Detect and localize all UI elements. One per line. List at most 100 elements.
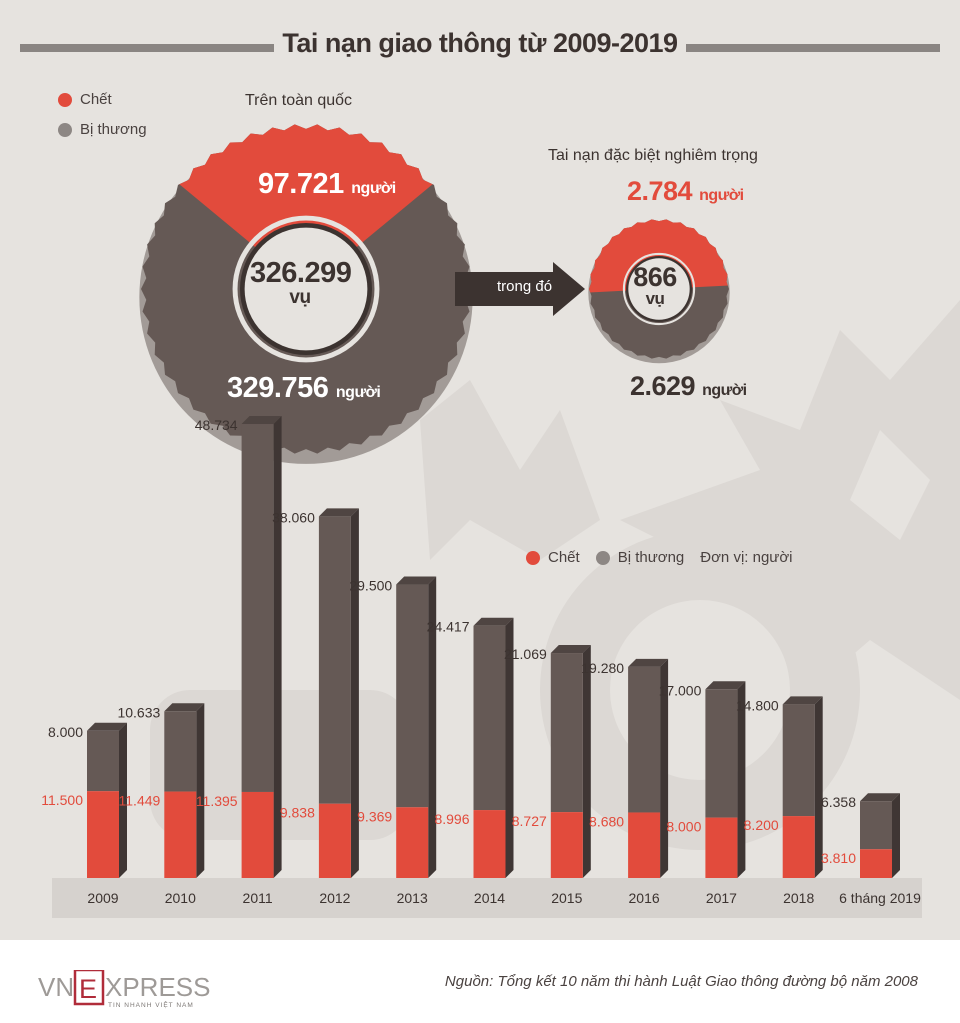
bar-side-face: [582, 645, 591, 878]
legend-dead-label: Chết: [80, 91, 112, 108]
label-dead: 11.449: [119, 793, 161, 809]
serious-wheel: [588, 219, 730, 364]
bar-dead: [782, 816, 815, 878]
bar-dead: [396, 807, 429, 878]
bar-top-face: [318, 508, 359, 517]
wheel-hub: [244, 227, 368, 351]
national-injured: 329.756 người: [227, 372, 381, 404]
label-dead: 8.727: [512, 813, 547, 829]
national-wheel: [139, 124, 473, 464]
label-dead: 11.395: [196, 793, 238, 809]
bar-injured: [473, 625, 506, 811]
wheel-hub-ring: [232, 215, 380, 363]
national-label: Trên toàn quốc: [245, 92, 353, 109]
label-dead: 9.838: [280, 805, 315, 821]
injured-dot-icon: [58, 122, 72, 137]
arrow-shape: [455, 262, 585, 316]
wheel-hub-ring: [622, 252, 696, 326]
bar-injured: [164, 711, 197, 792]
bar-dead: [628, 812, 661, 878]
label-injured: 38.060: [272, 509, 315, 525]
label-dead: 8.200: [744, 817, 779, 833]
bar-injured: [860, 801, 892, 850]
bar-injured: [241, 424, 274, 792]
logo-e: E: [79, 974, 97, 1004]
wheel-hub: [628, 258, 690, 320]
bar-injured: [318, 516, 351, 804]
wheels-graphic: [139, 124, 730, 464]
bar-dead: [164, 791, 197, 878]
label-dead: 3.810: [821, 850, 856, 866]
bar-dead: [550, 812, 583, 878]
logo-e-frame: [73, 968, 105, 1006]
label-injured: 48.734: [195, 417, 238, 433]
bar-top-face: [860, 793, 900, 802]
category-label: 2009: [87, 890, 118, 906]
bar-side-face: [350, 508, 359, 878]
category-label: 2010: [165, 890, 196, 906]
category-label: 2011: [243, 890, 273, 906]
bar-top-face: [628, 658, 669, 667]
bar-top-face: [241, 416, 282, 425]
chart-baseline-band: [52, 878, 922, 918]
logo-tagline: TIN NHANH VIỆT NAM: [108, 1000, 194, 1009]
footer: [0, 940, 960, 1023]
category-label: 6 tháng 2019: [839, 890, 921, 906]
chart-legend-dead: Chết: [548, 549, 580, 566]
bar-side-face: [273, 416, 282, 878]
bar-dead: [241, 791, 274, 878]
wheel-dead-area: [589, 219, 729, 293]
serious-accidents: 866 vụ: [633, 262, 677, 308]
label-injured: 21.069: [504, 646, 547, 662]
page-title: Tai nạn giao thông từ 2009-2019: [0, 28, 960, 59]
category-label: 2018: [783, 890, 814, 906]
label-injured: 8.000: [48, 724, 83, 740]
bar-injured: [628, 666, 661, 813]
chart-dead-dot-icon: [526, 550, 540, 565]
bar-dead: [705, 817, 738, 878]
label-dead: 11.500: [41, 792, 83, 808]
serious-dead: 2.784 người: [627, 176, 744, 206]
bar-top-face: [87, 722, 127, 731]
bar-side-face: [505, 617, 514, 878]
category-label: 2014: [474, 890, 505, 906]
label-injured: 10.633: [117, 704, 160, 720]
category-label: 2012: [319, 890, 350, 906]
label-dead: 8.680: [589, 813, 624, 829]
link-label: trong đó: [497, 278, 553, 295]
bar-injured: [705, 689, 738, 818]
vnexpress-logo: VN E XPRESS TIN NHANH VIỆT NAM: [38, 968, 228, 1015]
legend-injured: Bị thương: [58, 121, 147, 138]
bar-top-face: [705, 681, 746, 690]
label-injured: 17.000: [659, 682, 702, 698]
label-dead: 8.996: [434, 811, 469, 827]
national-accidents: 326.299 vụ: [250, 257, 352, 308]
label-dead: 9.369: [357, 808, 392, 824]
bar-side-face: [814, 696, 823, 878]
bar-side-face: [892, 793, 900, 878]
bar-injured: [782, 704, 815, 817]
label-injured: 29.500: [349, 578, 392, 594]
category-label: 2015: [551, 890, 582, 906]
bar-side-face: [196, 703, 205, 878]
bar-top-face: [550, 645, 591, 654]
bar-dead: [318, 803, 351, 878]
bar-side-face: [660, 658, 669, 878]
category-label: 2016: [629, 890, 660, 906]
bar-injured: [87, 730, 119, 792]
bar-top-face: [782, 696, 823, 705]
dead-dot-icon: [58, 92, 72, 107]
chart-legend: Chết Bị thương Đơn vị: người: [526, 549, 809, 566]
legend-dead: Chết: [58, 91, 112, 108]
label-injured: 24.417: [427, 619, 470, 635]
category-label: 2017: [706, 890, 737, 906]
chart-injured-dot-icon: [595, 550, 610, 565]
category-label: 2013: [397, 890, 428, 906]
national-dead: 97.721 người: [258, 168, 396, 200]
bar-side-face: [737, 681, 746, 878]
bar-top-face: [164, 703, 205, 712]
label-injured: 14.800: [736, 697, 779, 713]
bar-dead: [860, 849, 892, 878]
serious-label: Tai nạn đặc biệt nghiêm trọng: [548, 147, 758, 164]
